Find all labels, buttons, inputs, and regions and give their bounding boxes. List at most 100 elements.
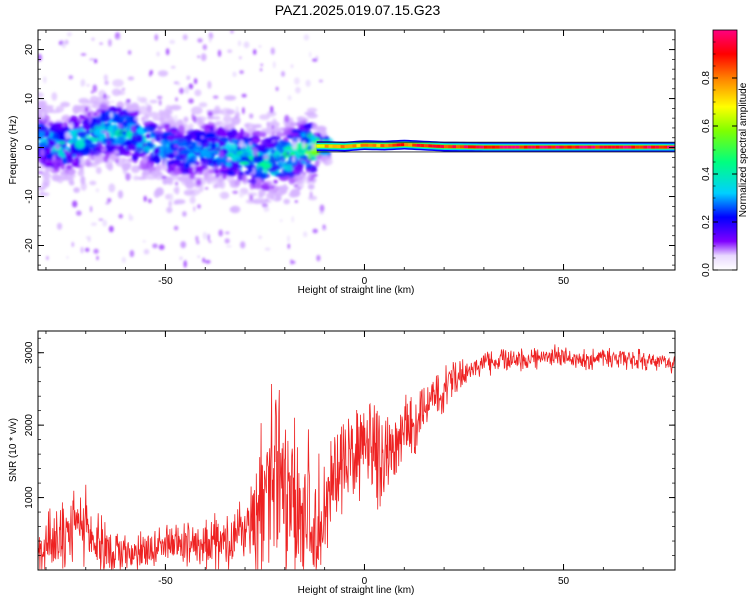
spectral-blob — [258, 131, 267, 138]
spectral-blob — [315, 55, 319, 60]
spectral-blob — [252, 155, 263, 164]
spectral-blob — [52, 132, 58, 140]
spectral-blob — [283, 198, 291, 205]
spectral-blob — [117, 190, 124, 199]
spectral-blob — [184, 86, 189, 94]
spectral-blob — [204, 260, 211, 264]
spectral-blob — [63, 149, 68, 152]
spectral-blob — [205, 174, 216, 181]
spectral-blob — [143, 146, 151, 152]
spectral-blob — [287, 235, 290, 243]
spectral-blob — [117, 123, 123, 128]
snr-x-tick-label: -50 — [158, 576, 173, 587]
spectral-blob — [249, 194, 254, 201]
spectral-blob — [198, 102, 208, 108]
spectral-blob — [193, 167, 203, 173]
spectral-blob — [218, 141, 226, 147]
spectral-blob — [169, 39, 176, 44]
spectral-blob — [127, 50, 132, 55]
spectral-blob — [186, 130, 197, 134]
spectral-blob — [64, 131, 71, 139]
spectral-blob — [55, 143, 60, 150]
spectral-blob — [60, 172, 69, 181]
spectral-blob — [217, 49, 222, 57]
spectral-blob — [298, 155, 309, 161]
spectral-blob — [66, 256, 69, 259]
spectral-blob — [272, 118, 276, 122]
spectral-blob — [306, 107, 318, 113]
spectral-blob — [143, 249, 150, 255]
spectral-blob — [95, 108, 101, 118]
spectral-blob — [236, 150, 243, 156]
spectral-blob — [237, 40, 242, 47]
spectral-blob — [319, 211, 324, 215]
spectral-blob — [296, 116, 306, 122]
spectral-blob — [270, 47, 275, 55]
spectral-blob — [157, 95, 163, 100]
spectral-blob — [99, 42, 103, 45]
spectral-blob — [271, 125, 274, 130]
spectral-blob — [250, 183, 254, 190]
spectral-blob — [164, 124, 170, 132]
spectral-blob — [223, 115, 233, 123]
spectral-blob — [200, 53, 207, 62]
spectral-blob — [294, 77, 300, 85]
spectral-blob — [260, 68, 263, 72]
spectral-blob — [38, 164, 46, 170]
spectral-blob — [121, 256, 126, 263]
spectral-blob — [138, 97, 148, 103]
spectral-blob — [264, 247, 271, 251]
spectral-blob — [60, 101, 71, 108]
spectral-blob — [93, 248, 99, 254]
spectral-blob — [108, 183, 116, 193]
spectral-blob — [292, 155, 296, 163]
spectral-blob — [108, 159, 114, 162]
spectral-blob — [165, 48, 170, 56]
spectral-blob — [108, 106, 119, 113]
spectral-blob — [204, 153, 212, 159]
spectral-blob — [266, 121, 270, 128]
spectrogram-y-axis-label: Frequency (Hz) — [8, 116, 19, 185]
snr-y-tick-label: 1000 — [24, 486, 35, 509]
spectral-blob — [104, 80, 109, 86]
spectral-blob — [275, 154, 281, 163]
spectral-blob — [128, 215, 134, 221]
spectral-blob — [202, 157, 213, 166]
spectral-blob — [95, 159, 106, 164]
spectral-blob — [238, 191, 244, 198]
spectral-blob — [175, 186, 180, 195]
snr-frame — [37, 330, 676, 571]
spectral-blob — [160, 120, 165, 128]
spectral-blob — [134, 116, 139, 121]
spectral-blob — [66, 164, 73, 170]
spectral-blob — [51, 174, 57, 181]
spectral-blob — [230, 143, 238, 151]
spectral-blob — [95, 188, 99, 193]
spectral-blob — [253, 49, 257, 55]
spectral-blob — [202, 44, 207, 51]
spectral-blob — [305, 169, 311, 173]
spectral-blob — [249, 113, 254, 119]
spectral-blob — [107, 198, 112, 203]
spectral-blob — [43, 76, 47, 84]
spectral-blob — [183, 163, 190, 169]
spectral-blob — [299, 124, 305, 132]
spectral-blob — [68, 175, 74, 185]
spectral-blob — [207, 233, 210, 242]
spectral-blob — [239, 70, 244, 74]
spectral-blob — [113, 149, 119, 155]
spectral-blob — [219, 180, 226, 190]
spectral-blob — [127, 76, 135, 81]
snr-y-tick-label: 2000 — [24, 414, 35, 437]
spectral-blob — [145, 101, 149, 107]
spectral-blob — [76, 210, 82, 216]
spectral-blob — [260, 184, 271, 191]
spectral-blob — [45, 167, 51, 173]
spectral-blob — [202, 142, 211, 148]
spectral-blob — [265, 143, 275, 148]
spectrogram-frame — [37, 29, 676, 271]
spectral-blob — [105, 202, 110, 205]
spectral-blob — [241, 93, 247, 98]
spectral-blob — [226, 161, 232, 168]
spectral-blob — [309, 191, 313, 198]
